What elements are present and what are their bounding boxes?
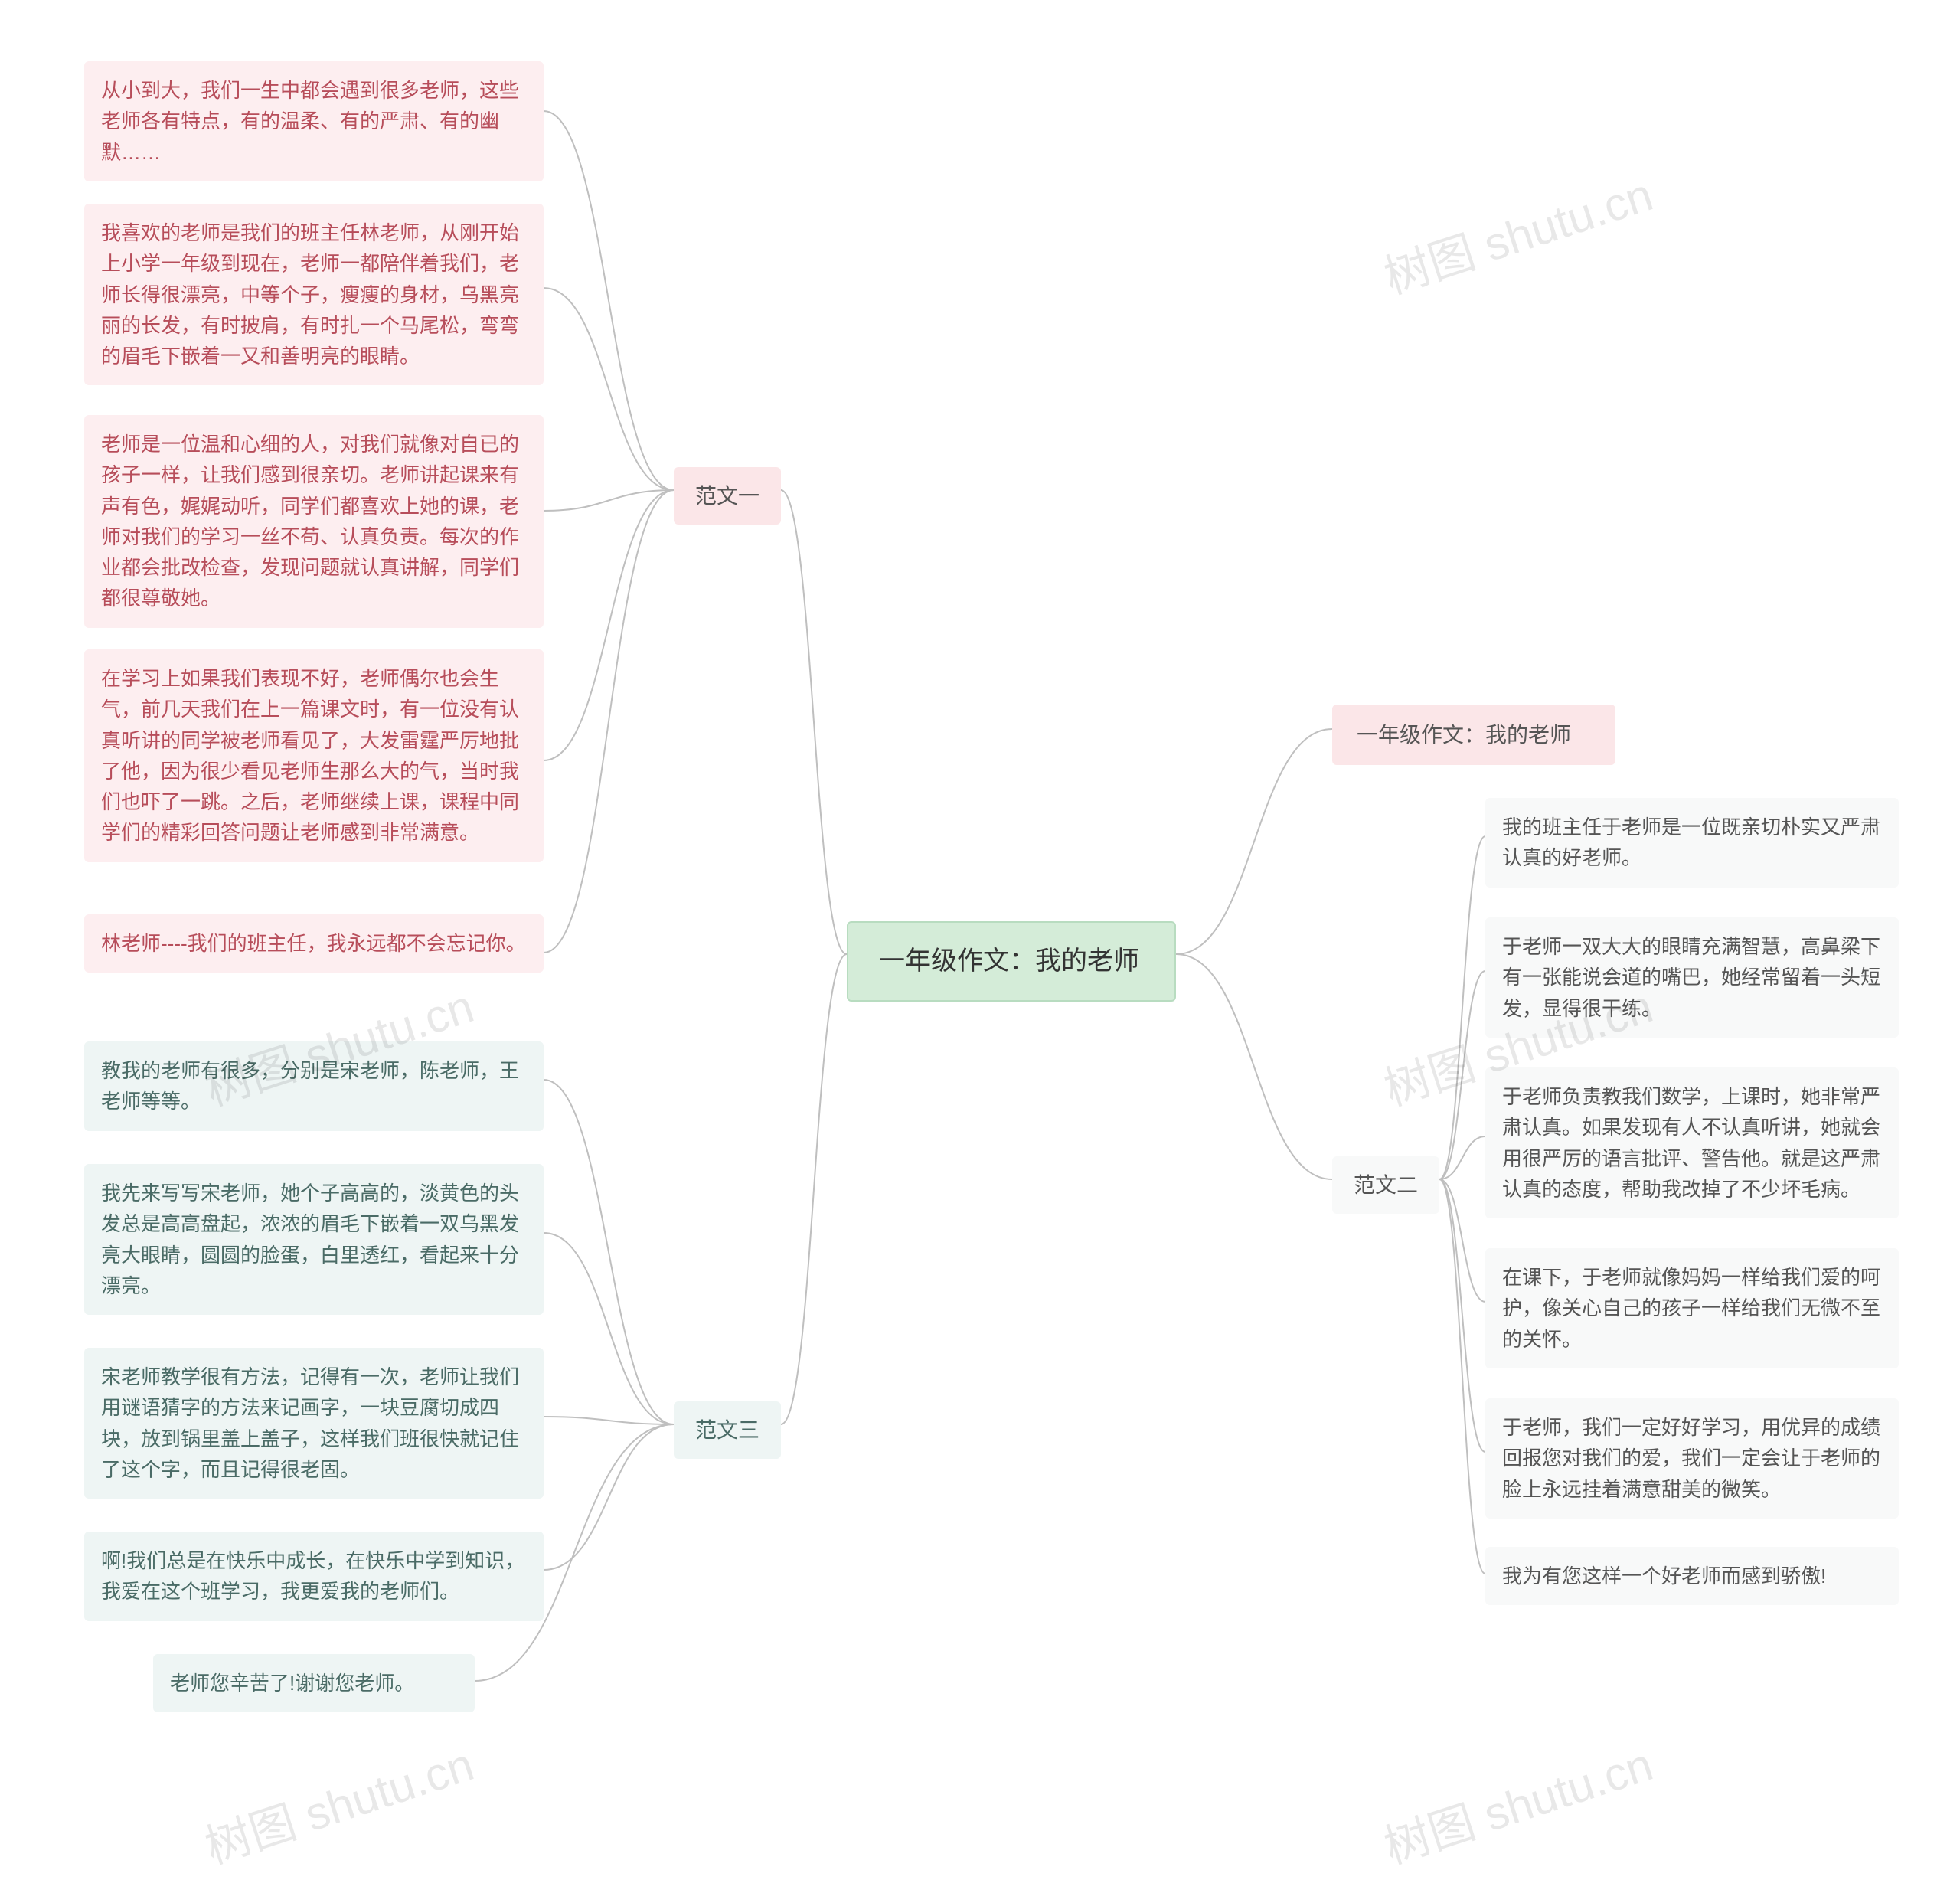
leaf-fw2-5: 我为有您这样一个好老师而感到骄傲! [1485,1547,1899,1605]
watermark: 树图 shutu.cn [1374,158,1660,307]
leaf-fw1-3: 在学习上如果我们表现不好，老师偶尔也会生气，前几天我们在上一篇课文时，有一位没有… [84,649,544,862]
title-node: 一年级作文：我的老师 [1332,705,1615,765]
leaf-fw2-3: 在课下，于老师就像妈妈一样给我们爱的呵护，像关心自己的孩子一样给我们无微不至的关… [1485,1248,1899,1368]
watermark: 树图 shutu.cn [195,1728,481,1877]
leaf-fw1-2: 老师是一位温和心细的人，对我们就像对自已的孩子一样，让我们感到很亲切。老师讲起课… [84,415,544,628]
leaf-fw3-3: 啊!我们总是在快乐中成长，在快乐中学到知识，我爱在这个班学习，我更爱我的老师们。 [84,1532,544,1621]
branch-fw1: 范文一 [674,467,781,525]
leaf-fw3-2: 宋老师教学很有方法，记得有一次，老师让我们用谜语猜字的方法来记画字，一块豆腐切成… [84,1348,544,1499]
leaf-fw2-4: 于老师，我们一定好好学习，用优异的成绩回报您对我们的爱，我们一定会让于老师的脸上… [1485,1398,1899,1519]
branch-fw3: 范文三 [674,1401,781,1459]
leaf-fw1-4: 林老师----我们的班主任，我永远都不会忘记你。 [84,914,544,973]
leaf-fw2-0: 我的班主任于老师是一位既亲切朴实又严肃认真的好老师。 [1485,798,1899,888]
leaf-fw2-2: 于老师负责教我们数学，上课时，她非常严肃认真。如果发现有人不认真听讲，她就会用很… [1485,1067,1899,1218]
branch-fw2: 范文二 [1332,1156,1439,1214]
leaf-fw1-0: 从小到大，我们一生中都会遇到很多老师，这些老师各有特点，有的温柔、有的严肃、有的… [84,61,544,181]
leaf-fw1-1: 我喜欢的老师是我们的班主任林老师，从刚开始上小学一年级到现在，老师一都陪伴着我们… [84,204,544,385]
leaf-fw2-1: 于老师一双大大的眼睛充满智慧，高鼻梁下有一张能说会道的嘴巴，她经常留着一头短发，… [1485,917,1899,1038]
leaf-fw3-0: 教我的老师有很多，分别是宋老师，陈老师，王老师等等。 [84,1041,544,1131]
root-node: 一年级作文：我的老师 [847,921,1176,1002]
leaf-fw3-1: 我先来写写宋老师，她个子高高的，淡黄色的头发总是高高盘起，浓浓的眉毛下嵌着一双乌… [84,1164,544,1315]
watermark: 树图 shutu.cn [1374,1728,1660,1877]
leaf-fw3-4: 老师您辛苦了!谢谢您老师。 [153,1654,475,1712]
